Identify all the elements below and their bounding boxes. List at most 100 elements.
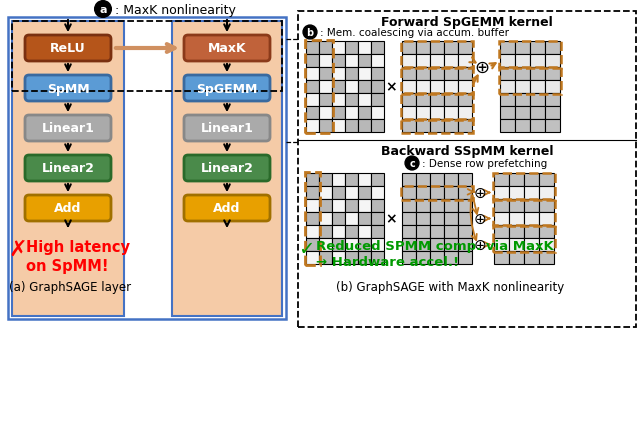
Bar — [402, 174, 416, 187]
Text: SpMM: SpMM — [47, 82, 90, 95]
Bar — [371, 174, 384, 187]
Bar — [345, 107, 358, 120]
Bar — [458, 200, 472, 212]
Bar — [371, 120, 384, 133]
Bar — [458, 212, 472, 225]
Text: (b) GraphSAGE with MaxK nonlinearity: (b) GraphSAGE with MaxK nonlinearity — [336, 281, 564, 294]
Bar — [402, 68, 416, 81]
Bar — [545, 120, 560, 133]
Bar — [306, 107, 319, 120]
FancyBboxPatch shape — [184, 196, 270, 221]
Bar — [545, 68, 560, 81]
Bar — [509, 187, 524, 200]
Bar — [524, 252, 539, 264]
Bar — [509, 212, 524, 225]
Bar — [402, 252, 416, 264]
Bar — [444, 94, 458, 107]
Bar — [430, 239, 444, 252]
Bar — [530, 94, 545, 107]
Bar — [444, 55, 458, 68]
Bar — [515, 120, 530, 133]
Bar — [430, 252, 444, 264]
Bar — [545, 94, 560, 107]
Bar — [524, 200, 539, 212]
Bar — [458, 252, 472, 264]
Bar — [319, 81, 332, 94]
Text: ⊕: ⊕ — [474, 186, 486, 200]
Bar — [332, 94, 345, 107]
Bar — [444, 81, 458, 94]
Bar — [345, 212, 358, 225]
Bar — [430, 212, 444, 225]
Bar — [319, 187, 332, 200]
Bar — [345, 68, 358, 81]
Bar — [416, 212, 430, 225]
Bar — [458, 225, 472, 239]
Bar — [430, 187, 444, 200]
Bar — [500, 107, 515, 120]
Bar — [509, 174, 524, 187]
Bar — [345, 225, 358, 239]
Bar — [416, 94, 430, 107]
Bar — [306, 68, 319, 81]
Bar — [332, 107, 345, 120]
Bar — [306, 200, 319, 212]
Text: ✗: ✗ — [8, 240, 27, 259]
Bar — [371, 68, 384, 81]
Bar — [530, 120, 545, 133]
Bar — [319, 252, 332, 264]
Bar — [494, 239, 509, 252]
FancyBboxPatch shape — [184, 36, 270, 62]
Bar — [319, 225, 332, 239]
Bar — [430, 81, 444, 94]
Bar — [430, 94, 444, 107]
Bar — [515, 107, 530, 120]
Text: ×: × — [385, 80, 397, 94]
Bar — [319, 200, 332, 212]
Bar — [305, 172, 320, 265]
Bar — [332, 120, 345, 133]
Bar — [444, 187, 458, 200]
Bar — [444, 212, 458, 225]
Bar — [458, 107, 472, 120]
Bar — [371, 239, 384, 252]
Bar — [545, 81, 560, 94]
Bar — [458, 174, 472, 187]
Text: Linear2: Linear2 — [42, 162, 95, 175]
Bar — [332, 174, 345, 187]
Bar — [371, 225, 384, 239]
Text: Linear1: Linear1 — [200, 122, 253, 135]
Text: Linear1: Linear1 — [42, 122, 95, 135]
Bar — [332, 239, 345, 252]
Bar — [345, 174, 358, 187]
Bar — [530, 81, 545, 94]
Bar — [524, 174, 539, 187]
Bar — [332, 187, 345, 200]
Bar — [444, 120, 458, 133]
Bar — [402, 200, 416, 212]
Bar — [524, 187, 539, 200]
Bar — [306, 120, 319, 133]
Text: MaxK: MaxK — [208, 43, 246, 55]
Bar — [539, 252, 554, 264]
Bar — [458, 81, 472, 94]
Bar — [8, 18, 286, 319]
Bar — [371, 81, 384, 94]
Bar — [509, 200, 524, 212]
Bar — [319, 107, 332, 120]
Bar — [358, 120, 371, 133]
Bar — [458, 120, 472, 133]
Bar — [402, 107, 416, 120]
Bar — [500, 55, 515, 68]
Bar — [306, 187, 319, 200]
Text: ReLU: ReLU — [50, 43, 86, 55]
Bar — [345, 55, 358, 68]
Bar — [416, 239, 430, 252]
Bar — [371, 94, 384, 107]
Text: Backward SSpMM kernel: Backward SSpMM kernel — [381, 144, 553, 157]
FancyBboxPatch shape — [25, 116, 111, 141]
Bar — [345, 81, 358, 94]
Bar — [515, 55, 530, 68]
Bar — [416, 252, 430, 264]
Bar — [306, 81, 319, 94]
